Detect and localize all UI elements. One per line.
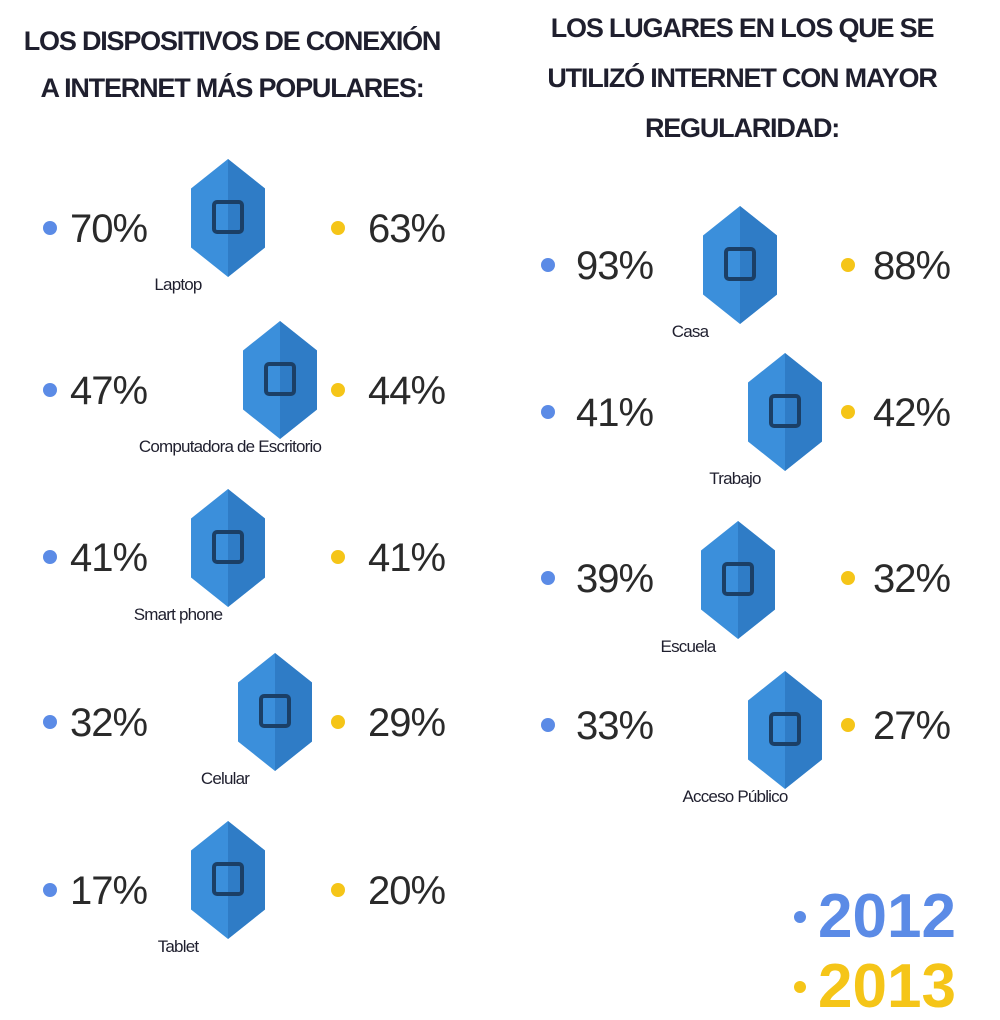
icon <box>259 694 291 728</box>
value-2012: 32% <box>70 701 147 745</box>
dot-2013 <box>841 718 855 732</box>
value-2012: 70% <box>70 207 147 251</box>
section-title: UTILIZÓ INTERNET CON MAYOR <box>547 62 937 93</box>
legend-dot <box>794 911 806 923</box>
item-label: Smart phone <box>134 605 223 624</box>
dot-2013 <box>331 221 345 235</box>
value-2012: 41% <box>70 536 147 580</box>
legend-label: 2013 <box>818 952 956 1020</box>
hexagon-shade <box>228 489 265 607</box>
dot-2013 <box>841 405 855 419</box>
dot-2013 <box>331 550 345 564</box>
section-title: REGULARIDAD: <box>645 113 839 143</box>
icon <box>769 394 801 428</box>
dot-2012 <box>43 383 57 397</box>
section-title: LOS DISPOSITIVOS DE CONEXIÓN <box>24 25 440 56</box>
legend-label: 2012 <box>818 882 956 951</box>
dot-2013 <box>331 383 345 397</box>
hexagon-shade <box>785 353 822 471</box>
dot-2012 <box>43 550 57 564</box>
dot-2012 <box>541 571 555 585</box>
dot-2013 <box>331 715 345 729</box>
item-label: Acceso Público <box>682 787 787 806</box>
hexagon-shade <box>738 521 775 639</box>
value-2012: 33% <box>576 704 653 748</box>
legend-dot <box>794 981 806 993</box>
value-2012: 47% <box>70 369 147 413</box>
value-2013: 29% <box>368 701 445 745</box>
dot-2013 <box>841 258 855 272</box>
hexagon-shade <box>740 206 777 324</box>
icon <box>212 200 244 234</box>
dot-2013 <box>841 571 855 585</box>
value-2013: 88% <box>873 244 950 288</box>
value-2013: 41% <box>368 536 445 580</box>
hexagon-shade <box>228 821 265 939</box>
dot-2012 <box>541 405 555 419</box>
item-label: Trabajo <box>709 469 761 488</box>
item-label: Celular <box>201 769 250 788</box>
hexagon-shade <box>280 321 317 439</box>
value-2012: 17% <box>70 869 147 913</box>
icon <box>769 712 801 746</box>
icon <box>724 247 756 281</box>
value-2013: 42% <box>873 391 950 435</box>
hexagon-shade <box>275 653 312 771</box>
value-2013: 63% <box>368 207 445 251</box>
hexagon-shade <box>228 159 265 277</box>
item-label: Tablet <box>158 937 200 956</box>
icon <box>212 530 244 564</box>
value-2013: 44% <box>368 369 445 413</box>
item-label: Escuela <box>661 637 717 656</box>
item-label: Computadora de Escritorio <box>139 437 322 456</box>
item-label: Casa <box>672 322 710 341</box>
value-2012: 41% <box>576 391 653 435</box>
icon <box>722 562 754 596</box>
item-label: Laptop <box>154 275 202 294</box>
value-2012: 39% <box>576 557 653 601</box>
dot-2012 <box>43 883 57 897</box>
section-title: A INTERNET MÁS POPULARES: <box>40 72 423 103</box>
section-title: LOS LUGARES EN LOS QUE SE <box>551 13 934 43</box>
icon <box>264 362 296 396</box>
value-2012: 93% <box>576 244 653 288</box>
dot-2012 <box>43 221 57 235</box>
dot-2012 <box>43 715 57 729</box>
value-2013: 27% <box>873 704 950 748</box>
dot-2013 <box>331 883 345 897</box>
hexagon-shade <box>785 671 822 789</box>
icon <box>212 862 244 896</box>
value-2013: 20% <box>368 869 445 913</box>
dot-2012 <box>541 258 555 272</box>
dot-2012 <box>541 718 555 732</box>
value-2013: 32% <box>873 557 950 601</box>
